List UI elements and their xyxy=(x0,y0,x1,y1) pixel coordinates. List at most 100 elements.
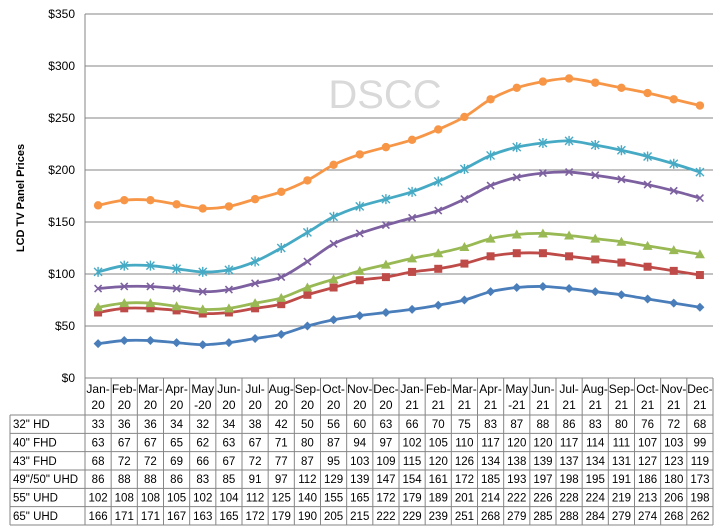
table-cell: 34 xyxy=(223,419,236,431)
triangle-marker xyxy=(302,282,313,292)
star-marker xyxy=(669,158,679,169)
table-cell: 71 xyxy=(275,437,288,449)
diamond-marker xyxy=(590,287,600,297)
circle-marker xyxy=(329,160,338,169)
table-cell: 274 xyxy=(638,511,658,523)
table-cell: 279 xyxy=(507,511,526,523)
table-cell: 86 xyxy=(170,474,183,486)
table-cell: 179 xyxy=(402,492,421,504)
star-marker xyxy=(119,260,129,271)
star-marker xyxy=(381,194,391,205)
table-cell: 66 xyxy=(406,419,419,431)
table-cell: 167 xyxy=(167,511,186,523)
x-tick-label: -21 xyxy=(508,398,526,412)
table-cell: 63 xyxy=(92,437,105,449)
diamond-marker xyxy=(381,307,391,317)
star-marker xyxy=(590,140,600,151)
table-cell: 189 xyxy=(429,492,448,504)
y-tick-label: $150 xyxy=(48,215,75,229)
table-cell: 197 xyxy=(533,474,552,486)
star-marker xyxy=(198,266,208,277)
y-axis-ticks: $0 $50 $100 $150 $200 $250 $300 $350 xyxy=(48,7,75,385)
table-cell: 102 xyxy=(88,492,107,504)
x-tick-label: 21 xyxy=(589,398,603,412)
table-cell: 56 xyxy=(327,419,340,431)
x-tick-label: 21 xyxy=(432,398,446,412)
circle-marker xyxy=(198,204,207,213)
star-marker xyxy=(512,142,522,153)
x-marker xyxy=(355,229,364,238)
table-cell: 115 xyxy=(403,456,421,468)
table-cell: 172 xyxy=(455,474,474,486)
table-cell: 228 xyxy=(559,492,578,504)
x-tick-label: 20 xyxy=(248,398,262,412)
square-marker xyxy=(538,249,547,258)
table-cell: 268 xyxy=(664,511,683,523)
circle-marker xyxy=(564,74,574,83)
table-cell: 72 xyxy=(249,456,262,468)
table-cell: 205 xyxy=(324,511,343,523)
square-marker xyxy=(408,267,417,276)
square-marker xyxy=(591,255,600,264)
x-tick-label: Feb- xyxy=(426,382,451,396)
table-cell: 171 xyxy=(141,511,160,523)
star-marker xyxy=(145,260,155,271)
square-marker xyxy=(120,304,129,313)
table-cell: 120 xyxy=(507,437,526,449)
diamond-marker xyxy=(119,336,129,346)
square-marker xyxy=(669,266,678,275)
diamond-marker xyxy=(486,287,496,297)
circle-marker xyxy=(277,187,286,197)
table-cell: 67 xyxy=(144,437,157,449)
table-cell: 213 xyxy=(638,492,657,504)
square-marker xyxy=(277,300,286,309)
table-cell: 67 xyxy=(249,437,262,449)
table-cell: 68 xyxy=(92,456,105,468)
x-marker xyxy=(381,221,390,230)
diamond-marker xyxy=(512,283,522,293)
table-cell: 155 xyxy=(324,492,343,504)
table-cell: 172 xyxy=(376,492,395,504)
star-marker xyxy=(302,227,312,238)
square-marker xyxy=(512,249,521,258)
table-cell: 137 xyxy=(559,456,578,468)
x-tick-label: -20 xyxy=(194,398,212,412)
table-cell: 42 xyxy=(275,419,288,431)
star-marker xyxy=(329,211,339,222)
y-axis-label: LCD TV Panel Prices xyxy=(15,144,27,252)
circle-marker xyxy=(538,77,548,86)
table-cell: 222 xyxy=(376,511,395,523)
table-cell: 33 xyxy=(92,419,105,431)
table-cell: 109 xyxy=(376,456,395,468)
square-marker xyxy=(460,259,469,268)
x-tick-label: Aug- xyxy=(583,382,608,396)
table-cell: 165 xyxy=(219,511,238,523)
table-cell: 119 xyxy=(691,456,709,468)
x-tick-label: Jan- xyxy=(86,382,109,396)
table-cell: 262 xyxy=(690,511,709,523)
circle-marker xyxy=(695,101,705,110)
table-cell: 80 xyxy=(615,419,628,431)
table-cell: 268 xyxy=(481,511,500,523)
x-tick-label: May xyxy=(505,382,528,396)
x-tick-label: Apr- xyxy=(165,382,188,396)
triangle-marker xyxy=(694,249,705,259)
series-3 xyxy=(94,168,704,296)
table-cell: 171 xyxy=(115,511,134,523)
table-cell: 284 xyxy=(586,511,606,523)
table-cell: 163 xyxy=(193,511,212,523)
x-tick-label: 20 xyxy=(170,398,184,412)
x-tick-label: 21 xyxy=(458,398,472,412)
x-marker xyxy=(408,213,417,222)
table-cell: 63 xyxy=(380,419,393,431)
x-tick-label: Aug- xyxy=(269,382,294,396)
x-marker xyxy=(94,284,103,293)
table-cell: 70 xyxy=(432,419,445,431)
square-marker xyxy=(94,308,103,317)
diamond-marker xyxy=(669,298,679,308)
x-tick-label: 20 xyxy=(379,398,393,412)
table-cell: 147 xyxy=(376,474,395,486)
table-cell: 154 xyxy=(402,474,422,486)
x-tick-label: 20 xyxy=(91,398,105,412)
